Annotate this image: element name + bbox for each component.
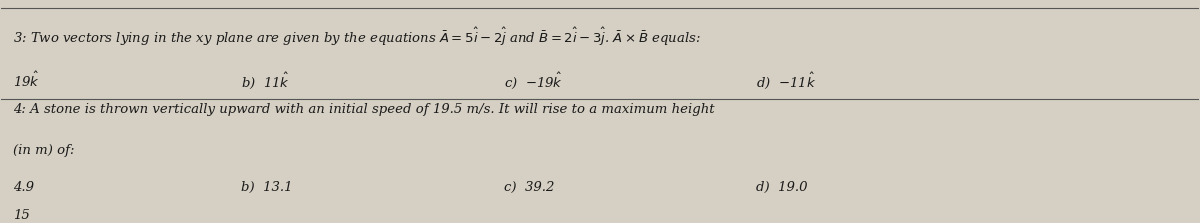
Text: 19$\hat{k}$: 19$\hat{k}$ xyxy=(13,71,41,90)
Text: 4.9: 4.9 xyxy=(13,181,35,194)
Text: b)  13.1: b) 13.1 xyxy=(241,181,293,194)
Text: (in m) of:: (in m) of: xyxy=(13,144,74,157)
Text: d)  19.0: d) 19.0 xyxy=(756,181,808,194)
Text: c)  39.2: c) 39.2 xyxy=(504,181,554,194)
Text: 15: 15 xyxy=(13,209,30,222)
Text: 4: A stone is thrown vertically upward with an initial speed of 19.5 m/s. It wil: 4: A stone is thrown vertically upward w… xyxy=(13,103,715,116)
Text: 3: Two vectors lying in the xy plane are given by the equations $\bar{A}=5\hat{i: 3: Two vectors lying in the xy plane are… xyxy=(13,26,701,48)
Text: d)  $-$11$\hat{k}$: d) $-$11$\hat{k}$ xyxy=(756,71,816,91)
Text: b)  11$\hat{k}$: b) 11$\hat{k}$ xyxy=(241,71,290,91)
Text: c)  $-$19$\hat{k}$: c) $-$19$\hat{k}$ xyxy=(504,71,563,91)
